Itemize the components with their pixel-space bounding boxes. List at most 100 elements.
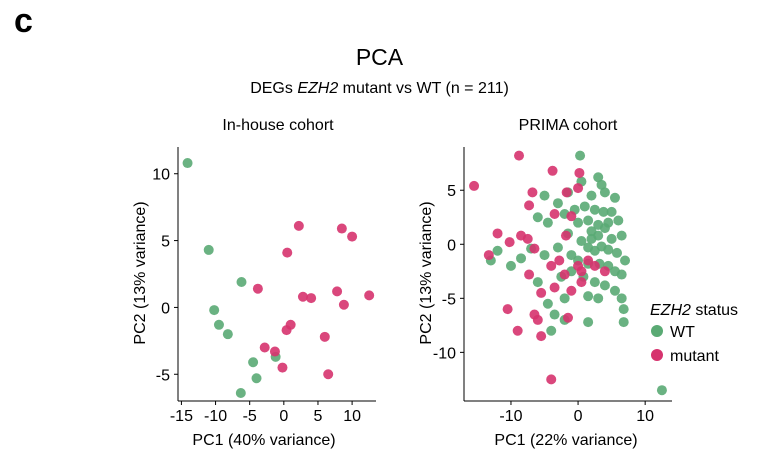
wt-point (586, 190, 597, 201)
x-tick-label: 5 (314, 408, 323, 425)
mutant-point (514, 150, 525, 161)
wt-point (213, 319, 224, 330)
x-tick-label: 10 (636, 408, 654, 425)
wt-point (251, 373, 262, 384)
mutant-point (547, 165, 558, 176)
wt-point (222, 329, 233, 340)
legend-wt-label: WT (670, 324, 695, 341)
wt-point (542, 298, 553, 309)
y-axis-label: PC2 (13% variance) (418, 201, 435, 344)
wt-point (235, 387, 246, 398)
figure-subtitle: DEGs EZH2 mutant vs WT (n = 211) (0, 80, 759, 98)
panel-title: PRIMA cohort (519, 117, 618, 134)
wt-point (618, 317, 629, 328)
wt-point (593, 293, 604, 304)
mutant-point (549, 282, 560, 293)
wt-point (516, 253, 527, 264)
mutant-point (502, 304, 513, 315)
wt-point (606, 233, 617, 244)
subtitle-suffix: mutant vs WT (n = 211) (338, 80, 509, 97)
wt-point (618, 304, 629, 315)
legend-title-suffix: status (691, 302, 738, 319)
wt-point (616, 230, 627, 241)
mutant-point (319, 331, 330, 342)
wt-point (573, 217, 584, 228)
x-tick-label: 10 (343, 408, 361, 425)
wt-point (559, 293, 570, 304)
mutant-point (469, 180, 480, 191)
x-tick-label: 0 (279, 408, 288, 425)
mutant-point (364, 290, 375, 301)
mutant-point (524, 269, 535, 280)
mutant-point (285, 319, 296, 330)
wt-point (583, 317, 594, 328)
legend-title-gene: EZH2 (650, 302, 691, 319)
wt-point (532, 212, 543, 223)
mutant-point (554, 255, 565, 266)
wt-point (552, 198, 563, 209)
mutant-point (546, 260, 557, 271)
wt-point (539, 190, 550, 201)
wt-point (589, 277, 600, 288)
wt-point (182, 158, 193, 169)
mutant-point (536, 287, 547, 298)
wt-point (248, 357, 259, 368)
mutant-point (527, 187, 538, 198)
mutant-point (483, 250, 494, 261)
mutant-point (524, 200, 535, 211)
mutant-point (512, 325, 523, 336)
mutant-point (573, 183, 584, 194)
y-tick-label: 5 (161, 234, 170, 251)
wt-point (579, 201, 590, 212)
y-tick-label: -10 (433, 345, 456, 362)
wt-point (606, 206, 617, 217)
mutant-point (561, 187, 572, 198)
y-tick-label: 0 (161, 300, 170, 317)
x-tick-label: -5 (243, 408, 257, 425)
legend-title: EZH2 status (650, 302, 738, 319)
mutant-point (252, 283, 263, 294)
wt-point (492, 245, 503, 256)
mutant-point (599, 266, 610, 277)
mutant-point (574, 167, 585, 178)
mutant-point (576, 266, 587, 277)
wt-point (593, 219, 604, 230)
mutant-point (583, 255, 594, 266)
x-tick-label: -10 (499, 408, 522, 425)
mutant-point (566, 211, 577, 222)
mutant-point (306, 293, 317, 304)
wt-point (576, 236, 587, 247)
wt-point (599, 187, 610, 198)
wt-point (596, 179, 607, 190)
wt-point (613, 215, 624, 226)
panel-title: In-house cohort (222, 117, 334, 134)
wt-point (583, 215, 594, 226)
mutant-point (522, 233, 533, 244)
legend-mutant-label: mutant (670, 348, 719, 365)
y-tick-label: -5 (156, 367, 170, 384)
mutant-point (549, 209, 560, 220)
wt-point (575, 150, 586, 161)
wt-point (609, 192, 620, 203)
mutant-point (323, 369, 334, 380)
wt-point (566, 250, 577, 261)
wt-point (611, 247, 622, 258)
mutant-point (336, 223, 347, 234)
wt-point (609, 285, 620, 296)
mutant-point (536, 331, 547, 342)
mutant-point (560, 230, 571, 241)
subtitle-gene: EZH2 (297, 80, 339, 97)
wt-point (598, 206, 609, 217)
wt-point (505, 260, 516, 271)
wt-point (593, 172, 604, 183)
mutant-point (338, 299, 349, 310)
mutant-point (293, 220, 304, 231)
mutant-point (332, 286, 343, 297)
mutant-point (492, 228, 503, 239)
mutant-point (576, 277, 587, 288)
inhouse-cohort-panel: In-house cohort PC1 (40% variance) PC2 (… (132, 117, 376, 449)
wt-point (620, 255, 631, 266)
x-tick-label: -10 (204, 408, 227, 425)
mutant-point (297, 291, 308, 302)
